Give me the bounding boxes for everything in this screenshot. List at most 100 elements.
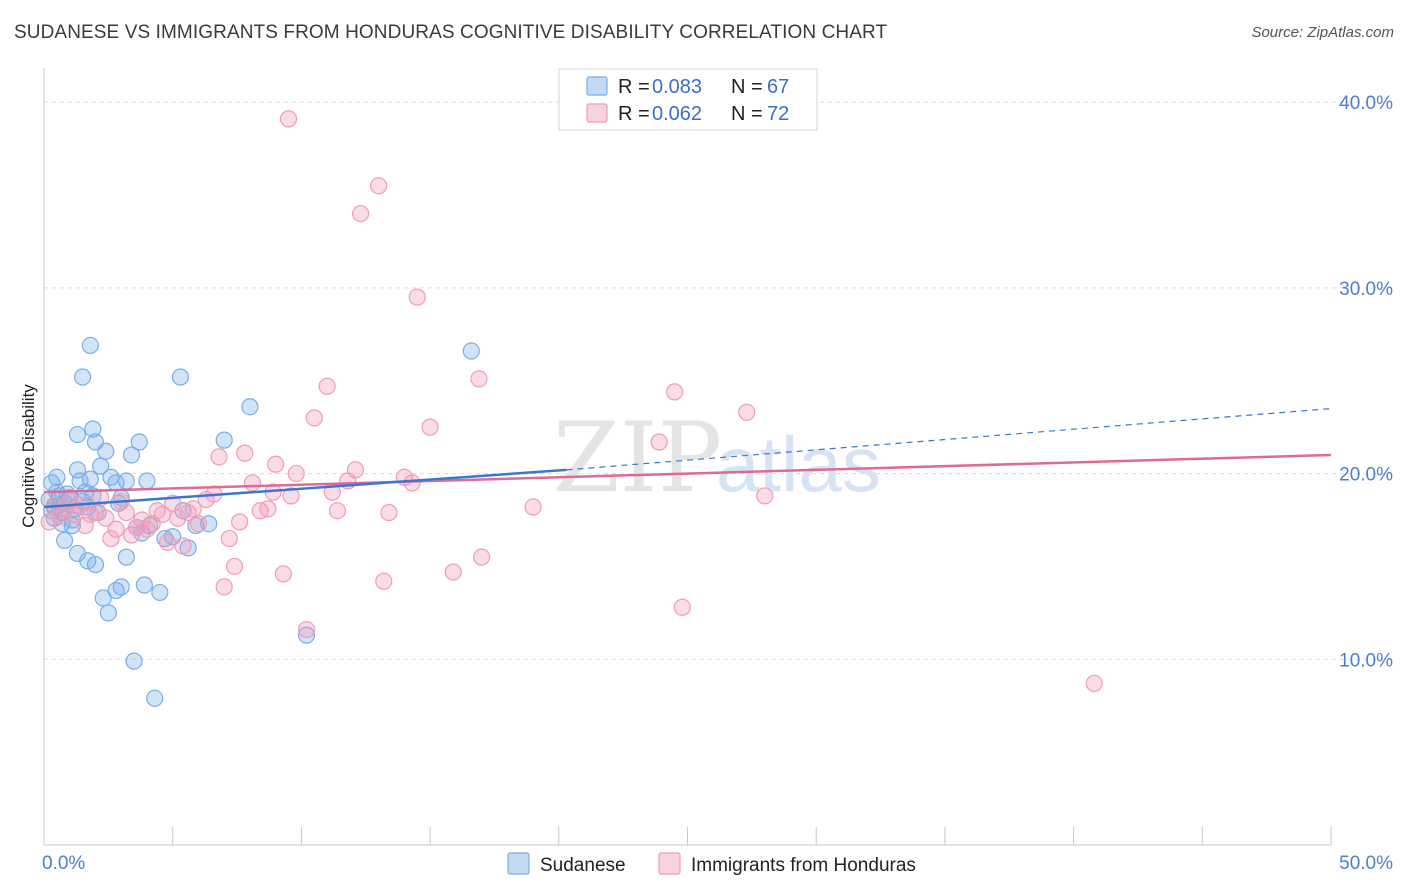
gridlines	[44, 101, 1393, 660]
sudanese-point	[462, 342, 480, 360]
sudanese-point	[112, 578, 130, 596]
honduras-point	[421, 418, 439, 436]
honduras-point	[215, 578, 233, 596]
legend-r-value-2: 0.062	[652, 103, 702, 125]
bottom-legend-label-honduras: Immigrants from Honduras	[691, 855, 916, 876]
sudanese-point	[117, 548, 135, 566]
legend-swatch-honduras	[586, 103, 608, 123]
sudanese-point	[187, 516, 205, 535]
honduras-point	[267, 455, 285, 473]
sudanese-point	[97, 442, 115, 460]
honduras-point	[444, 563, 462, 581]
sudanese-point	[122, 446, 141, 464]
honduras-point	[666, 383, 684, 401]
sudanese-point	[99, 604, 117, 622]
honduras-point	[380, 503, 398, 522]
watermark-atlas: atlas	[716, 420, 881, 508]
bottom-legend-swatch-sudanese	[507, 852, 530, 875]
honduras-point	[117, 503, 135, 522]
legend-r-value-1: 0.083	[652, 76, 702, 98]
honduras-point	[133, 511, 151, 529]
honduras-point	[231, 513, 249, 531]
honduras-point	[189, 515, 208, 533]
y-axis-title: Cognitive Disability	[19, 384, 38, 528]
honduras-point	[756, 487, 774, 505]
sudanese-point	[74, 368, 92, 386]
sudanese-point	[151, 583, 169, 602]
y-tick-label: 40.0%	[1339, 93, 1393, 114]
watermark: ZIP atlas	[553, 402, 881, 514]
bottom-legend: Sudanese Immigrants from Honduras	[507, 852, 916, 876]
honduras-point	[174, 537, 192, 555]
legend-n-label-2: N =	[731, 103, 763, 125]
honduras-point	[375, 572, 393, 590]
honduras-point	[225, 557, 244, 576]
sudanese-point	[81, 336, 99, 355]
sudanese-point	[171, 368, 190, 386]
sudanese-point	[297, 626, 316, 644]
sudanese-point	[68, 461, 87, 479]
honduras-point	[1085, 674, 1103, 693]
honduras-point	[274, 565, 292, 583]
honduras-point	[158, 533, 177, 551]
honduras-point	[107, 520, 125, 538]
x-tick-label-max: 50.0%	[1339, 853, 1393, 874]
honduras-point	[346, 461, 365, 479]
bottom-legend-label-sudanese: Sudanese	[540, 855, 626, 876]
sudanese-points	[40, 336, 480, 707]
legend-r-label-1: R =	[618, 76, 650, 98]
honduras-point	[279, 110, 298, 128]
honduras-point	[650, 433, 668, 451]
sudanese-point	[125, 652, 143, 670]
chart-title: SUDANESE VS IMMIGRANTS FROM HONDURAS COG…	[14, 22, 888, 43]
sudanese-point	[117, 472, 135, 490]
honduras-trend-line	[43, 453, 1332, 494]
y-tick-labels: 10.0% 20.0% 30.0% 40.0%	[1339, 93, 1393, 671]
sudanese-point	[55, 531, 74, 550]
sudanese-point	[68, 425, 87, 444]
legend-n-value-2: 72	[767, 103, 789, 125]
sudanese-point	[146, 689, 164, 707]
source-label: Source: ZipAtlas.com	[1251, 24, 1394, 41]
sudanese-point	[63, 516, 81, 535]
watermark-zip: ZIP	[553, 402, 722, 514]
honduras-point	[210, 448, 228, 466]
honduras-point	[297, 620, 316, 639]
honduras-point	[470, 370, 488, 388]
honduras-point	[352, 204, 370, 223]
legend-n-value-1: 67	[767, 76, 789, 98]
honduras-point	[259, 500, 277, 518]
honduras-point	[282, 487, 300, 505]
sudanese-point	[86, 555, 105, 574]
legend-r-label-2: R =	[618, 103, 650, 125]
sudanese-point	[135, 576, 153, 594]
honduras-point	[328, 502, 347, 520]
sudanese-trend-extension	[566, 407, 1332, 471]
legend: R = 0.083 N = 67 R = 0.062 N = 72	[558, 68, 818, 131]
honduras-point	[76, 516, 94, 535]
honduras-point	[524, 498, 542, 516]
honduras-point	[220, 529, 238, 548]
honduras-point	[408, 288, 426, 306]
honduras-point	[169, 509, 187, 527]
sudanese-point	[138, 472, 156, 490]
sudanese-point	[84, 420, 102, 438]
bottom-legend-swatch-honduras	[658, 852, 681, 875]
honduras-point	[40, 513, 58, 531]
honduras-point	[738, 403, 756, 421]
y-tick-label: 10.0%	[1339, 650, 1393, 671]
sudanese-point	[81, 470, 99, 488]
honduras-point	[102, 529, 120, 548]
honduras-point	[97, 509, 115, 527]
sudanese-point	[215, 431, 233, 449]
x-ticks	[43, 827, 1332, 845]
trend-lines	[43, 407, 1332, 509]
honduras-point	[318, 377, 336, 395]
legend-box	[558, 68, 818, 131]
honduras-point	[673, 598, 691, 616]
sudanese-point	[241, 398, 259, 416]
honduras-point	[243, 474, 262, 492]
x-tick-label-min: 0.0%	[42, 853, 85, 874]
legend-swatch-sudanese	[586, 76, 608, 96]
